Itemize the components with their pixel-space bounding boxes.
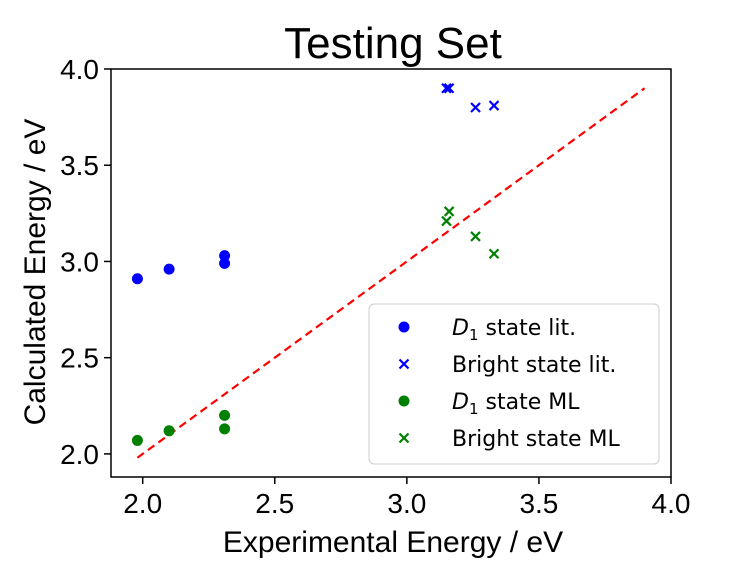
legend-box	[368, 303, 660, 465]
data-point	[443, 206, 455, 217]
data-point	[219, 257, 231, 269]
reference-line-y-equals-x	[136, 87, 646, 459]
data-point	[470, 102, 481, 113]
data-point	[441, 82, 452, 94]
x-tick-label: 3.5	[519, 488, 558, 519]
legend: D1 state lit. Bright state lit. D1 state M…	[368, 303, 660, 465]
data-point	[163, 425, 175, 437]
data-point	[470, 231, 481, 242]
legend-label: D1 state ML	[452, 390, 580, 418]
y-axis-label: Calculated Energy / eV	[19, 119, 52, 426]
data-point	[163, 263, 175, 275]
plot-frame	[110, 68, 672, 478]
legend-label: Bright state lit.	[452, 353, 616, 378]
data-point	[219, 250, 231, 262]
legend-marker	[398, 321, 410, 333]
x-tick-label: 3.0	[387, 488, 426, 519]
x-tick-label: 4.0	[652, 488, 691, 519]
points-layer	[131, 82, 500, 446]
data-point	[443, 82, 455, 94]
data-point	[219, 423, 231, 435]
data-point	[131, 434, 143, 446]
legend-label: D1 state lit.	[452, 316, 576, 344]
y-tick-label: 4.0	[60, 54, 99, 85]
legend-label: Bright state ML	[452, 427, 620, 452]
legend-marker	[398, 432, 410, 444]
data-point	[131, 273, 143, 285]
data-point	[488, 100, 500, 111]
data-point	[219, 409, 231, 421]
data-point	[488, 248, 500, 260]
legend-marker	[398, 358, 410, 370]
x-tick-label: 2.5	[255, 488, 294, 519]
y-tick-label: 3.0	[60, 246, 99, 277]
y-tick-label: 2.0	[60, 439, 99, 470]
chart-title: Testing Set	[284, 19, 502, 68]
y-tick-label: 3.5	[60, 150, 99, 181]
data-point	[441, 215, 452, 227]
ticks-layer: 2.0 2.5 3.0 3.5 4.0 2.0 2.5 3.0 3.5 4.0	[60, 54, 690, 519]
reference-line-layer	[136, 87, 646, 459]
x-tick-label: 2.0	[123, 488, 162, 519]
y-tick-label: 2.5	[60, 343, 99, 374]
x-axis-label: Experimental Energy / eV	[223, 526, 563, 559]
legend-marker	[398, 395, 410, 407]
